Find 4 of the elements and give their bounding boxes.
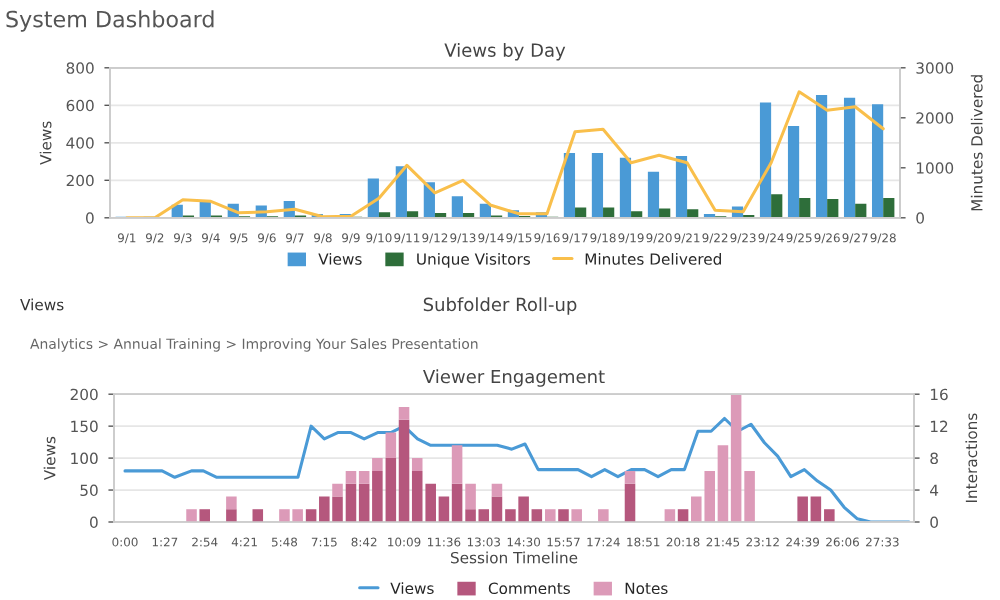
chart-title: Viewer Engagement xyxy=(423,369,605,387)
text: Subfolder Roll-up xyxy=(423,297,577,315)
chart-title: Views by Day xyxy=(444,42,566,61)
text: System Dashboard xyxy=(6,10,214,32)
